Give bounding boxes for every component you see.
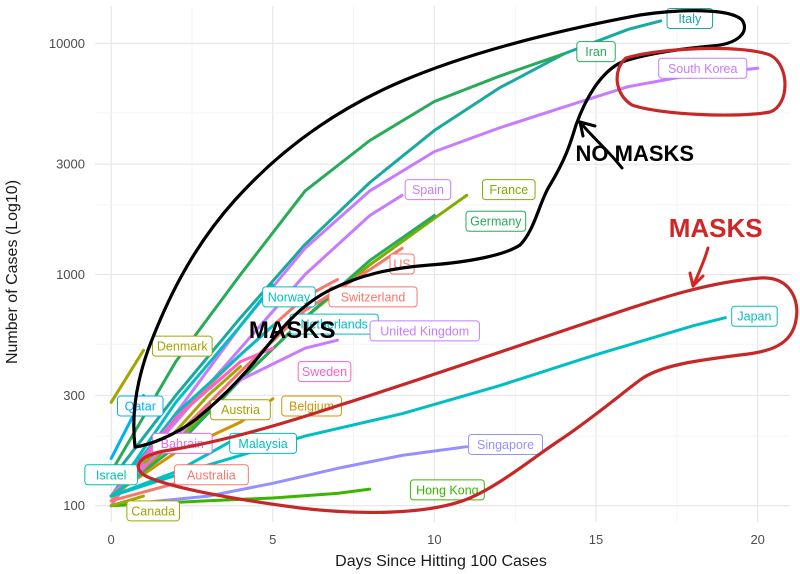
- annotation-masks: MASKS: [249, 317, 336, 344]
- annotation-masks: MASKS: [669, 213, 763, 243]
- series-line-australia: [109, 481, 178, 503]
- svg-text:Qatar: Qatar: [125, 399, 156, 413]
- y-tick-label: 100: [63, 498, 85, 513]
- series-line-south-korea: [109, 66, 760, 508]
- series-label-hong-kong: Hong Kong: [409, 479, 485, 501]
- series-line-singapore: [109, 445, 469, 508]
- series-label-united-kingdom: United Kingdom: [369, 320, 480, 342]
- series-label-canada: Canada: [126, 500, 180, 522]
- series-label-norway: Norway: [262, 286, 316, 308]
- y-tick-label: 10000: [49, 36, 85, 51]
- svg-text:Netherlands: Netherlands: [301, 318, 368, 332]
- series-label-austria: Austria: [210, 399, 271, 421]
- svg-text:Norway: Norway: [268, 290, 311, 304]
- series-label-south-korea: South Korea: [658, 57, 748, 79]
- series-line-denmark: [109, 348, 145, 404]
- svg-text:Malaysia: Malaysia: [238, 437, 287, 451]
- svg-text:Sweden: Sweden: [302, 365, 347, 379]
- series-label-france: France: [481, 179, 536, 201]
- series-line-canada: [109, 494, 145, 508]
- x-tick-label: 5: [269, 532, 276, 547]
- y-axis-title: Number of Cases (Log10): [4, 180, 21, 364]
- annotation-no-masks: NO MASKS: [576, 141, 695, 166]
- y-tick-label: 1000: [56, 267, 85, 282]
- series-line-japan: [109, 316, 727, 498]
- y-tick-label: 300: [63, 388, 85, 403]
- series-label-spain: Spain: [404, 179, 452, 201]
- south-korea-outline: [615, 46, 787, 117]
- x-axis-title: Days Since Hitting 100 Cases: [335, 553, 547, 570]
- series-label-italy: Italy: [666, 8, 714, 30]
- svg-text:Hong Kong: Hong Kong: [416, 483, 479, 497]
- svg-text:Iran: Iran: [585, 45, 607, 59]
- masks-arrow: [688, 246, 710, 288]
- svg-text:Canada: Canada: [131, 504, 175, 518]
- svg-text:Japan: Japan: [737, 310, 771, 324]
- svg-text:France: France: [489, 183, 528, 197]
- series-label-germany: Germany: [465, 210, 527, 232]
- series-label-australia: Australia: [173, 464, 249, 486]
- series-label-sweden: Sweden: [297, 361, 352, 383]
- svg-text:Israel: Israel: [96, 468, 127, 482]
- y-tick-label: 3000: [56, 157, 85, 172]
- svg-text:Switzerland: Switzerland: [341, 290, 406, 304]
- axis-ticks: 0 5 10 15 20 100 300 1000 3000 10000: [49, 36, 765, 547]
- svg-text:Australia: Australia: [187, 468, 236, 482]
- series-label-netherlands: Netherlands: [289, 313, 379, 335]
- annotations: NO MASKS MASKS MASKS: [249, 141, 763, 344]
- series-label-malaysia: Malaysia: [229, 432, 297, 454]
- series-label-us: US: [389, 253, 415, 275]
- series-label-japan: Japan: [731, 305, 778, 327]
- svg-text:South Korea: South Korea: [668, 62, 738, 76]
- series-line-norway: [109, 283, 275, 498]
- series-label-qatar: Qatar: [117, 395, 164, 417]
- series-label-denmark: Denmark: [151, 335, 213, 357]
- south-korea-arrow: [578, 120, 624, 170]
- svg-text:Austria: Austria: [221, 403, 260, 417]
- x-tick-label: 10: [427, 532, 441, 547]
- no-masks-outline: [132, 9, 746, 449]
- svg-text:Singapore: Singapore: [477, 438, 534, 452]
- x-tick-label: 15: [589, 532, 603, 547]
- svg-text:Italy: Italy: [678, 12, 702, 26]
- svg-text:Spain: Spain: [412, 183, 444, 197]
- x-tick-label: 0: [108, 532, 115, 547]
- masks-outline: [136, 276, 799, 514]
- series-label-switzerland: Switzerland: [328, 286, 418, 308]
- series-label-iran: Iran: [576, 41, 616, 63]
- svg-text:Germany: Germany: [470, 215, 522, 229]
- series-label-israel: Israel: [84, 464, 138, 486]
- svg-text:Belgium: Belgium: [289, 399, 334, 413]
- x-tick-label: 20: [750, 532, 764, 547]
- svg-text:Denmark: Denmark: [157, 340, 208, 354]
- svg-text:United Kingdom: United Kingdom: [380, 324, 469, 338]
- series-label-singapore: Singapore: [468, 433, 543, 455]
